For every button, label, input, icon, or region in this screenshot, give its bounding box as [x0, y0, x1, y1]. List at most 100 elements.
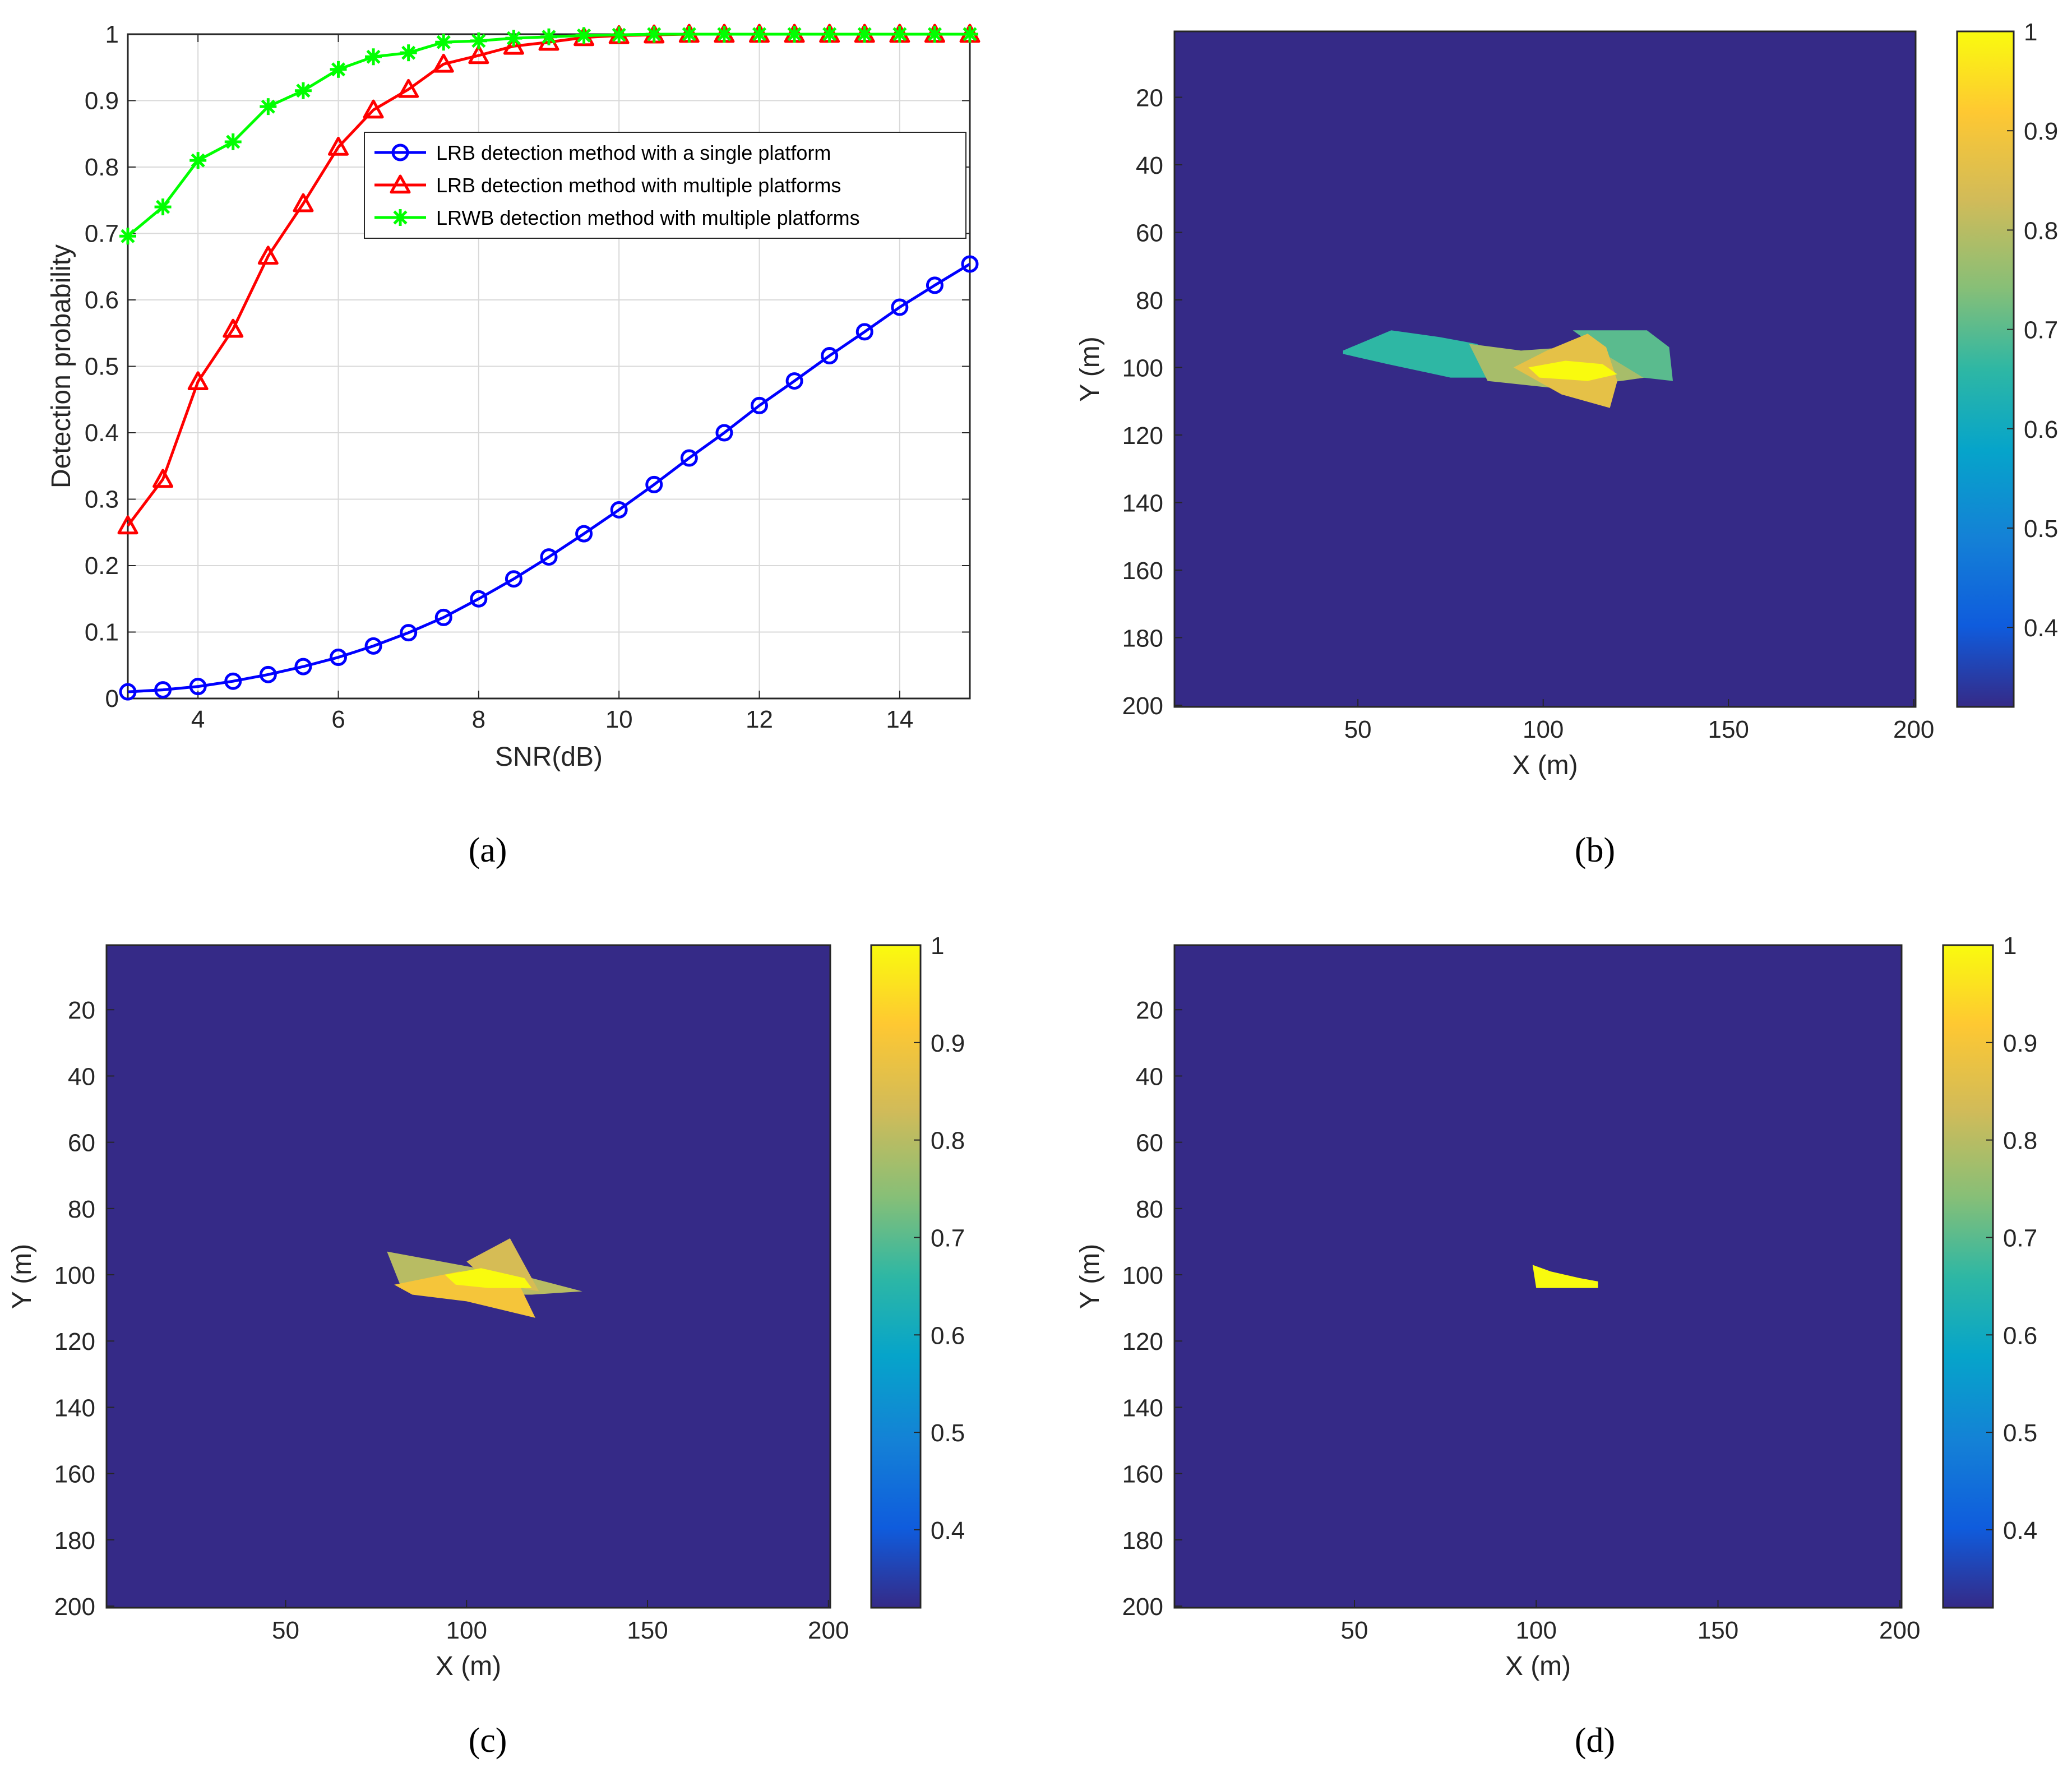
data-point-stroke	[612, 27, 626, 42]
legend-label: LRB detection method with multiple platf…	[436, 174, 841, 197]
data-point	[152, 469, 174, 488]
data-point	[891, 298, 909, 316]
data-point	[119, 683, 137, 701]
data-point	[681, 26, 698, 43]
data-point	[400, 624, 418, 642]
heatmap-panel-c: 50 100 150 200 20 40 60 80 100 120 140 160 180 200 X (…	[7, 932, 965, 1760]
data-point	[961, 26, 978, 43]
y-tick-label: 140	[54, 1394, 95, 1422]
colorbar-gradient	[870, 944, 922, 1609]
data-point	[365, 48, 382, 66]
y-tick-label: 100	[54, 1262, 95, 1289]
colorbar-tick-label: 1	[931, 932, 944, 960]
data-point	[398, 78, 419, 98]
y-tick-label: 0.6	[85, 286, 119, 314]
x-axis-label: X (m)	[1505, 1651, 1571, 1681]
colorbar: 0.4 0.5 0.6 0.7 0.8 0.9 1	[1956, 18, 2058, 708]
y-tick-label: 180	[1122, 1527, 1163, 1554]
y-tick-label: 160	[54, 1461, 95, 1488]
x-tick-label: 200	[808, 1617, 849, 1644]
y-tick-label: 200	[1122, 692, 1163, 720]
data-point	[119, 228, 136, 245]
colorbar-tick-label: 0.5	[2024, 515, 2058, 543]
y-tick-label: 0.9	[85, 87, 119, 115]
data-point	[330, 61, 347, 78]
data-point	[391, 144, 409, 161]
data-point-stroke	[963, 27, 977, 41]
y-tick-label: 160	[1122, 557, 1163, 585]
y-tick-label: 60	[1136, 219, 1163, 247]
y-tick-label: 40	[68, 1063, 95, 1090]
data-point-stroke	[577, 28, 591, 43]
y-tick-label: 200	[1122, 1593, 1163, 1621]
colorbar-tick-label: 0.4	[2024, 614, 2058, 642]
y-tick-label: 20	[68, 997, 95, 1024]
data-point	[645, 26, 663, 43]
data-point	[855, 323, 873, 341]
colorbar-tick-label: 0.6	[2024, 416, 2058, 443]
data-point	[926, 26, 943, 43]
data-point	[187, 371, 209, 391]
heatmap-panel-b: 50 100 150 200 20 40 60 80 100 120 140 160 180 200 X (…	[1075, 18, 2058, 869]
data-point	[540, 548, 558, 566]
data-point	[715, 26, 733, 43]
y-tick-label: 120	[1122, 422, 1163, 450]
data-point	[363, 99, 384, 119]
colorbar-tick-label: 0.7	[2003, 1224, 2037, 1252]
colorbar-tick-label: 0.4	[931, 1517, 965, 1544]
data-point-stroke	[717, 27, 732, 41]
x-axis-label: X (m)	[1512, 751, 1578, 780]
y-tick-label: 180	[1122, 624, 1163, 652]
colorbar-tick-label: 0.9	[2003, 1030, 2037, 1057]
data-point	[224, 672, 242, 690]
data-point-stroke	[296, 84, 311, 98]
legend-label: LRB detection method with a single platf…	[436, 141, 831, 164]
y-axis-label: Y (m)	[1075, 336, 1105, 401]
heatmap-region	[445, 1268, 532, 1288]
data-point	[260, 98, 277, 115]
data-point	[575, 525, 593, 543]
data-point	[468, 45, 489, 64]
data-point	[785, 372, 803, 390]
y-tick-label: 0.2	[85, 552, 119, 580]
data-point	[328, 136, 349, 156]
colorbar: 0.4 0.5 0.6 0.7 0.8 0.9 1	[870, 932, 965, 1609]
data-point	[434, 608, 452, 626]
data-point	[575, 27, 593, 44]
panel-caption-b: (b)	[1575, 831, 1615, 869]
y-tick-label: 0	[105, 685, 119, 712]
colorbar-gradient	[1956, 30, 2015, 708]
data-point-stroke	[366, 49, 381, 64]
legend-label: LRWB detection method with multiple plat…	[436, 206, 860, 229]
data-point	[154, 681, 172, 699]
data-point	[390, 174, 411, 194]
y-tick-label: 1	[105, 21, 119, 48]
series-1	[119, 255, 979, 701]
data-point	[540, 28, 557, 45]
data-point-stroke	[822, 27, 837, 41]
data-point-stroke	[261, 99, 275, 114]
y-tick-label: 80	[1136, 287, 1163, 314]
data-point	[891, 26, 908, 43]
data-point	[154, 198, 172, 216]
x-tick-label: 50	[1344, 716, 1372, 743]
y-tick-label: 40	[1136, 152, 1163, 179]
y-tick-label: 100	[1122, 1262, 1163, 1289]
heatmap-frame	[1173, 30, 1917, 708]
data-point	[470, 590, 488, 608]
data-point	[961, 255, 979, 273]
data-point	[610, 26, 628, 44]
colorbar-tick-label: 1	[2003, 932, 2016, 960]
y-tick-label: 0.8	[85, 154, 119, 181]
data-point	[224, 133, 242, 150]
y-tick-label: 20	[1136, 84, 1163, 112]
data-point	[610, 501, 628, 519]
data-point-stroke	[752, 27, 767, 41]
x-tick-label: 6	[331, 706, 345, 733]
x-tick-label: 10	[605, 706, 633, 733]
colorbar-tick-label: 1	[2024, 18, 2037, 46]
y-tick-label: 80	[68, 1196, 95, 1223]
data-point	[294, 82, 312, 99]
x-axis-label: X (m)	[436, 1651, 501, 1681]
